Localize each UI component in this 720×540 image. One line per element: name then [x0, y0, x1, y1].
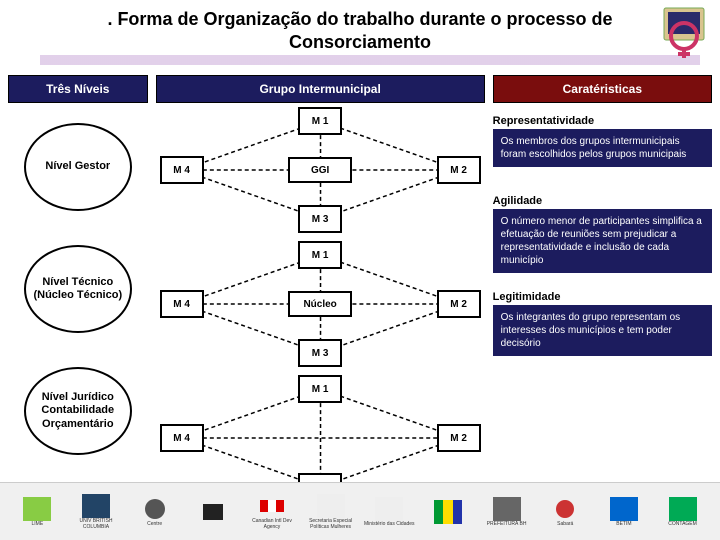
level-circle-0: Nível Gestor	[24, 123, 132, 211]
node-m1: M 1	[298, 375, 342, 403]
title-bar: . Forma de Organização do trabalho duran…	[0, 0, 720, 69]
node-m2: M 2	[437, 290, 481, 318]
footer-logo	[420, 491, 476, 533]
level-circle-1: Nível Técnico (Núcleo Técnico)	[24, 245, 132, 333]
char-text-1: O número menor de participantes simplifi…	[493, 209, 712, 273]
footer-logo	[185, 491, 241, 533]
char-text-2: Os integrantes do grupo representam os i…	[493, 305, 712, 356]
node-m4: M 4	[160, 290, 204, 318]
char-title-2: Legitimidade	[493, 291, 712, 303]
footer-logo: Ministério das Cidades	[361, 491, 417, 533]
node-m3: M 3	[298, 205, 342, 233]
node-m4: M 4	[160, 424, 204, 452]
node-center-0: GGI	[288, 157, 352, 183]
node-m2: M 2	[437, 156, 481, 184]
char-block-1: Agilidade O número menor de participante…	[493, 195, 712, 273]
footer-logo: Canadian Intl Dev Agency	[244, 491, 300, 533]
header-mid: Grupo Intermunicipal	[156, 75, 485, 103]
node-m1: M 1	[298, 107, 342, 135]
col-diagram: Grupo Intermunicipal M 1 M 2 M 3 M 4 GGI	[156, 75, 485, 501]
node-m3: M 3	[298, 339, 342, 367]
node-center-1: Núcleo	[288, 291, 352, 317]
content-grid: Três Níveis Nível Gestor Nível Técnico (…	[0, 69, 720, 501]
footer-logo: Secretaria Especial Políticas Mulheres	[303, 491, 359, 533]
char-title-0: Representatividade	[493, 115, 712, 127]
node-m4: M 4	[160, 156, 204, 184]
footer-logo: LIME	[9, 491, 65, 533]
char-block-0: Representatividade Os membros dos grupos…	[493, 115, 712, 167]
char-title-1: Agilidade	[493, 195, 712, 207]
node-m1: M 1	[298, 241, 342, 269]
footer-logos: LIME UNIV BRITISH COLUMBIA Centre Canadi…	[0, 482, 720, 540]
diagram-1: M 1 M 2 M 3 M 4 Núcleo	[156, 241, 485, 367]
footer-logo: Sabará	[537, 491, 593, 533]
char-block-2: Legitimidade Os integrantes do grupo rep…	[493, 291, 712, 356]
char-text-0: Os membros dos grupos intermunicipais fo…	[493, 129, 712, 167]
footer-logo: BETIM	[596, 491, 652, 533]
diagram-0: M 1 M 2 M 3 M 4 GGI	[156, 107, 485, 233]
level-circle-2: Nível Jurídico Contabilidade Orçamentári…	[24, 367, 132, 455]
footer-logo: Centre	[127, 491, 183, 533]
page-title: . Forma de Organização do trabalho duran…	[10, 8, 710, 53]
header-left: Três Níveis	[8, 75, 148, 103]
col-characteristics: Caratéristicas Representatividade Os mem…	[493, 75, 712, 501]
node-m2: M 2	[437, 424, 481, 452]
title-underline	[10, 55, 710, 65]
footer-logo: CONTAGEM	[655, 491, 711, 533]
footer-logo: UNIV BRITISH COLUMBIA	[68, 491, 124, 533]
col-levels: Três Níveis Nível Gestor Nível Técnico (…	[8, 75, 148, 501]
footer-logo: PREFEITURA BH	[479, 491, 535, 533]
gender-logo	[658, 6, 710, 58]
header-right: Caratéristicas	[493, 75, 712, 103]
